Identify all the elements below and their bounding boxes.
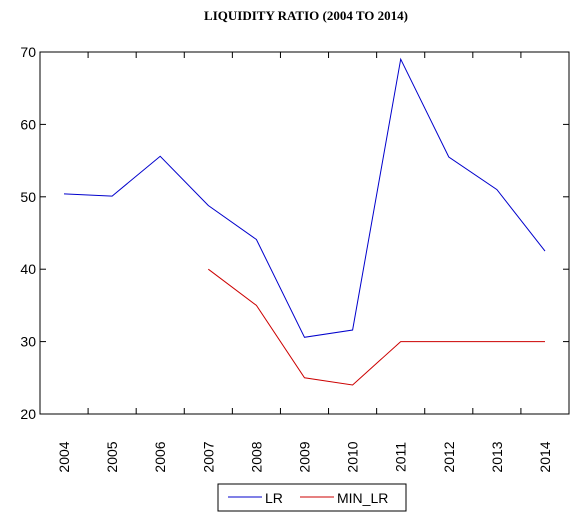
x-tick-label: 2012 [441, 441, 457, 472]
y-tick-label: 70 [20, 44, 36, 60]
legend-label: MIN_LR [337, 490, 388, 506]
x-tick-label: 2005 [104, 441, 120, 472]
x-tick-label: 2008 [248, 441, 264, 472]
series-line-lr [63, 57, 546, 338]
x-tick-label: 2011 [393, 442, 409, 472]
y-tick-label: 20 [20, 406, 36, 422]
legend: LR MIN_LR [228, 490, 388, 506]
x-tick-label: 2004 [56, 441, 72, 472]
series-layer [63, 57, 546, 386]
series-line-min-lr [207, 268, 545, 386]
y-axis: 20 30 40 50 60 70 [20, 44, 569, 422]
chart-title: LIQUIDITY RATIO (2004 TO 2014) [204, 8, 408, 23]
legend-label: LR [265, 490, 283, 506]
x-tick-label: 2010 [345, 441, 361, 472]
x-tick-label: 2013 [489, 441, 505, 472]
x-tick-label: 2014 [537, 441, 553, 472]
x-tick-label: 2006 [152, 441, 168, 472]
x-tick-label: 2007 [200, 441, 216, 472]
y-tick-label: 50 [20, 189, 36, 205]
x-axis: 2004 2005 2006 2007 2008 2009 2010 2011 2012 2013… [56, 52, 553, 473]
y-tick-label: 40 [20, 261, 36, 277]
y-tick-label: 60 [20, 116, 36, 132]
y-tick-label: 30 [20, 334, 36, 350]
x-tick-label: 2009 [297, 441, 313, 472]
plot-frame [39, 51, 570, 415]
